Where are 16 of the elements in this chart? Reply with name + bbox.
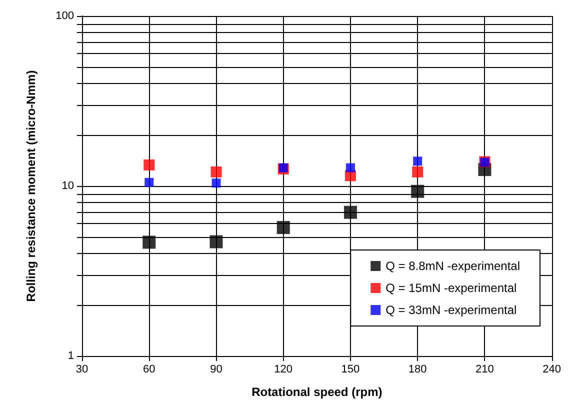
x-tick-label: 150 [341,364,360,376]
y-tick-label: 100 [56,10,74,22]
y-tick-label: 10 [62,180,74,192]
legend-label: Q = 15mN -experimental [386,281,517,295]
y-tick-label: 1 [68,350,74,362]
x-tick-label: 180 [408,364,427,376]
x-tick-label: 240 [542,364,562,376]
x-tick-label: 30 [76,364,88,376]
x-tick-label: 60 [142,364,156,376]
x-tick-label: 90 [210,364,222,376]
legend-label: Q = 8.8mN -experimental [386,259,520,273]
x-tick-label: 210 [476,364,494,376]
x-axis-title: Rotational speed (rpm) [252,385,382,399]
x-tick-label: 120 [274,364,293,376]
legend-label: Q = 33mN -experimental [386,303,517,317]
y-axis-title: Rolling resistance moment (micro-Nmm) [24,70,38,302]
